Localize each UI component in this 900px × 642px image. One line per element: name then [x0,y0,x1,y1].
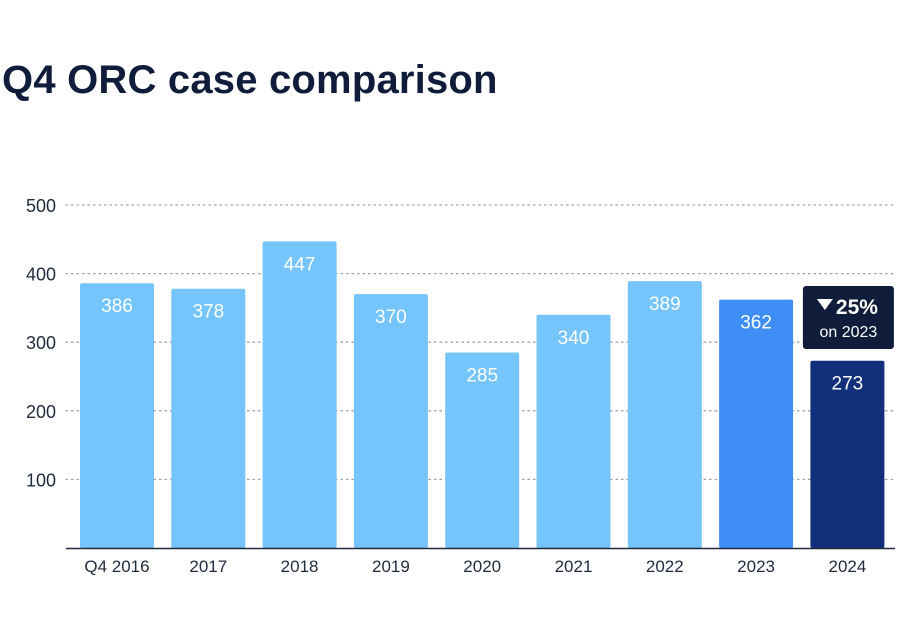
bar-value-labels: 386 378 447 370 285 340 389 362 273 [101,254,863,394]
x-tick-label: 2020 [463,557,501,576]
triangle-down-icon [816,299,833,310]
x-axis-ticks: Q4 2016 2017 2018 2019 2020 2021 2022 2023 2024 [84,557,866,576]
bar-value-label: 340 [558,328,590,349]
change-annotation: 25% on 2023 [802,286,894,349]
y-tick-label: 100 [26,470,56,490]
bar-value-label: 378 [192,302,224,323]
x-tick-label: 2023 [737,557,775,576]
chart-title: Q4 ORC case comparison [2,58,498,102]
bar-2021 [536,314,611,548]
change-annotation-value: 25% [836,296,878,319]
change-annotation-subtext: on 2023 [819,324,877,341]
x-tick-label: 2024 [828,557,866,576]
x-tick-label: 2017 [189,557,227,576]
y-tick-label: 500 [26,196,56,216]
bars [80,241,885,548]
bar-value-label: 285 [466,365,498,386]
bar-2022 [627,281,702,548]
bar-2019 [353,294,428,548]
bar-2023 [719,299,794,548]
x-tick-label: 2021 [555,557,593,576]
bar-2017 [171,288,246,548]
bar-value-label: 389 [649,294,681,315]
bar-q4-2016 [80,283,154,548]
bar-2020 [445,352,520,548]
x-tick-label: 2022 [646,557,684,576]
y-tick-label: 200 [26,402,56,422]
x-tick-label: 2019 [372,557,410,576]
bar-value-label: 273 [832,374,864,395]
bar-value-label: 370 [375,307,407,328]
x-tick-label: Q4 2016 [84,557,149,576]
x-tick-label: 2018 [281,557,319,576]
y-axis-ticks: 100 200 300 400 500 [26,196,56,490]
bar-value-label: 447 [284,254,316,275]
bar-2018 [262,241,337,548]
bar-value-label: 362 [740,313,772,334]
y-tick-label: 300 [26,333,56,353]
bar-value-label: 386 [101,296,133,317]
y-tick-label: 400 [26,265,56,285]
bar-2024 [810,360,885,548]
